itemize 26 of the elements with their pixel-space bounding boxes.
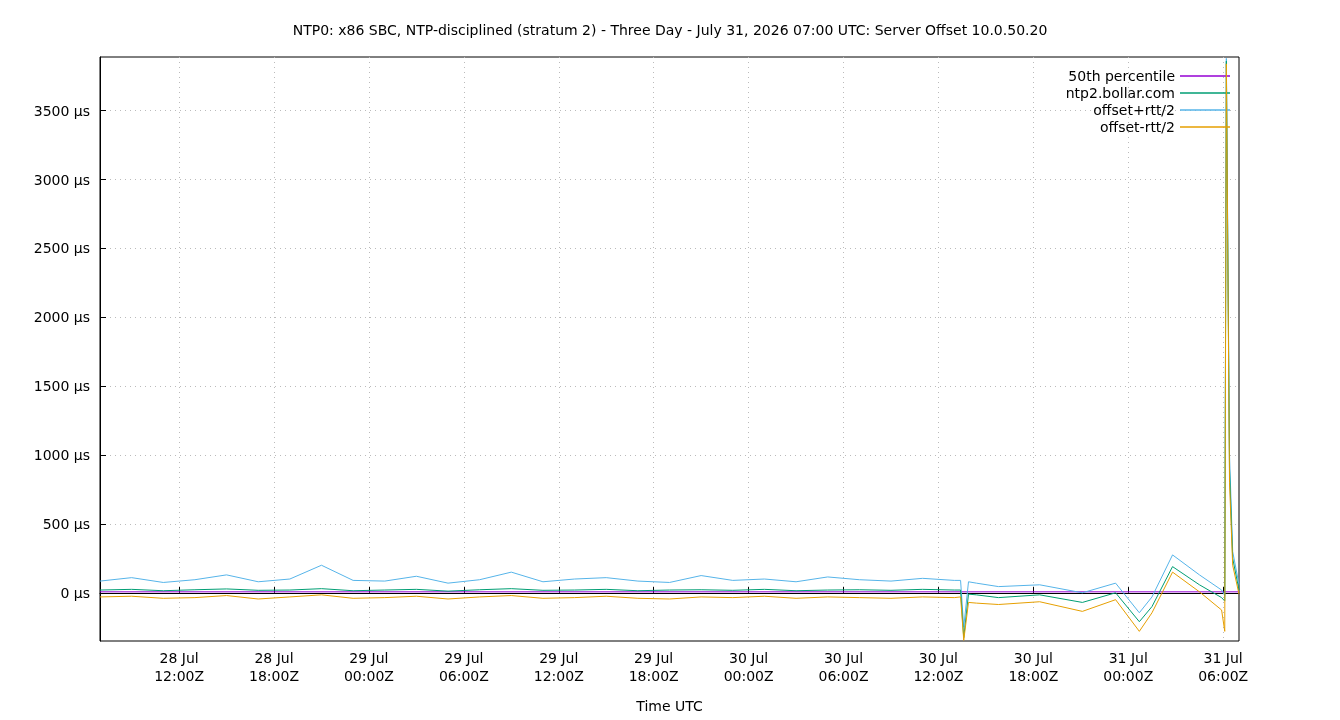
x-tick-label: 29 Jul 18:00Z	[628, 650, 679, 684]
legend-label: ntp2.bollar.com	[1065, 85, 1175, 101]
x-axis-title: Time UTC	[635, 698, 703, 714]
chart-title: NTP0: x86 SBC, NTP-disciplined (stratum 2) - Three Day - July 31, 2026 07:00 UTC: Server Offset 10.0.50.20	[292, 22, 1048, 38]
y-tick-label: 0 µs	[60, 584, 90, 601]
x-tick-label: 29 Jul 06:00Z	[438, 650, 489, 684]
y-tick-label: 500 µs	[42, 515, 90, 532]
y-tick-label: 2000 µs	[33, 309, 90, 326]
x-tick-label: 30 Jul 12:00Z	[913, 650, 964, 684]
y-tick-label: 1000 µs	[33, 447, 90, 464]
y-tick-label: 2500 µs	[33, 240, 90, 257]
x-tick-label: 28 Jul 18:00Z	[249, 650, 299, 684]
x-tick-label: 30 Jul 06:00Z	[818, 650, 869, 684]
legend-label: 50th percentile	[1068, 68, 1175, 84]
x-tick-label: 29 Jul 12:00Z	[533, 650, 584, 684]
x-tick-label: 28 Jul 12:00Z	[154, 650, 205, 684]
x-tick-label: 31 Jul 06:00Z	[1198, 650, 1249, 684]
y-tick-label: 1500 µs	[33, 378, 90, 395]
x-tick-label: 29 Jul 00:00Z	[343, 650, 394, 684]
x-tick-label: 30 Jul 18:00Z	[1008, 650, 1059, 684]
y-tick-label: 3500 µs	[33, 102, 90, 119]
legend-label: offset+rtt/2	[1093, 102, 1175, 118]
y-tick-label: 3000 µs	[33, 171, 90, 188]
legend-label: offset-rtt/2	[1099, 119, 1175, 135]
x-tick-label: 31 Jul 00:00Z	[1103, 650, 1154, 684]
x-tick-label: 30 Jul 00:00Z	[723, 650, 774, 684]
